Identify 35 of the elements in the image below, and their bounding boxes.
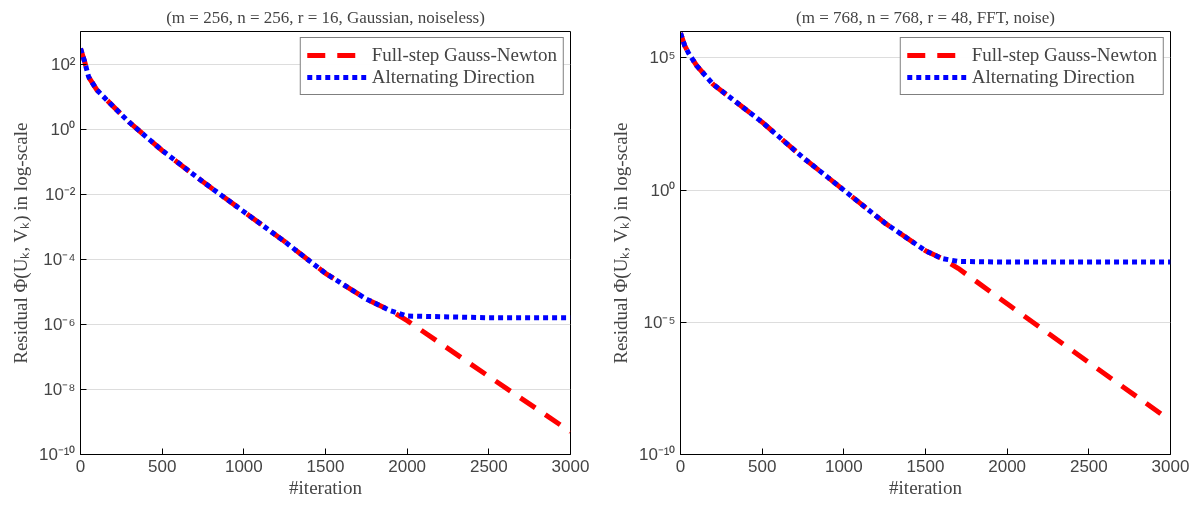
legend-label: Full-step Gauss-Newton <box>971 44 1157 66</box>
y-tick-label: 10⁰ <box>650 180 676 200</box>
y-tick-label: 10⁻¹⁰ <box>38 445 76 464</box>
y-tick-label: 10² <box>50 54 76 74</box>
legend-label: Full-step Gauss-Newton <box>371 44 557 66</box>
legend-label: Alternating Direction <box>371 66 535 88</box>
x-tick-label: 1000 <box>824 456 863 476</box>
x-tick-label: 2000 <box>988 456 1027 476</box>
y-tick-label: 10⁻⁶ <box>43 314 76 334</box>
legend-label: Alternating Direction <box>971 66 1135 88</box>
y-axis-title: Residual Φ(Uₖ, Vₖ) in log-scale <box>9 122 32 364</box>
x-tick-label: 3000 <box>1151 456 1190 476</box>
y-tick-label: 10⁵ <box>649 48 676 68</box>
x-tick-label: 3000 <box>551 456 590 476</box>
x-tick-label: 1500 <box>306 456 345 476</box>
y-tick-label: 10⁰ <box>50 119 76 139</box>
x-tick-label: 2000 <box>388 456 427 476</box>
x-axis-title: #iteration <box>289 476 363 498</box>
x-tick-label: 2500 <box>1069 456 1108 476</box>
x-tick-label: 0 <box>675 456 686 476</box>
chart-title: (m = 256, n = 256, r = 16, Gaussian, noiseless) <box>166 7 485 27</box>
x-tick-label: 500 <box>147 456 177 476</box>
y-tick-label: 10⁻⁸ <box>43 379 76 399</box>
x-tick-label: 1500 <box>906 456 945 476</box>
y-tick-label: 10⁻⁴ <box>43 249 76 269</box>
x-tick-label: 1000 <box>224 456 263 476</box>
x-tick-label: 2500 <box>469 456 508 476</box>
x-axis-title: #iteration <box>889 476 963 498</box>
y-tick-label: 10⁻¹⁰ <box>638 445 676 464</box>
y-axis-title: Residual Φ(Uₖ, Vₖ) in log-scale <box>609 122 632 364</box>
y-tick-label: 10⁻⁵ <box>643 312 676 332</box>
y-tick-label: 10⁻² <box>44 184 76 204</box>
chart-title: (m = 768, n = 768, r = 48, FFT, noise) <box>796 7 1055 27</box>
x-tick-label: 500 <box>747 456 777 476</box>
x-tick-label: 0 <box>75 456 86 476</box>
